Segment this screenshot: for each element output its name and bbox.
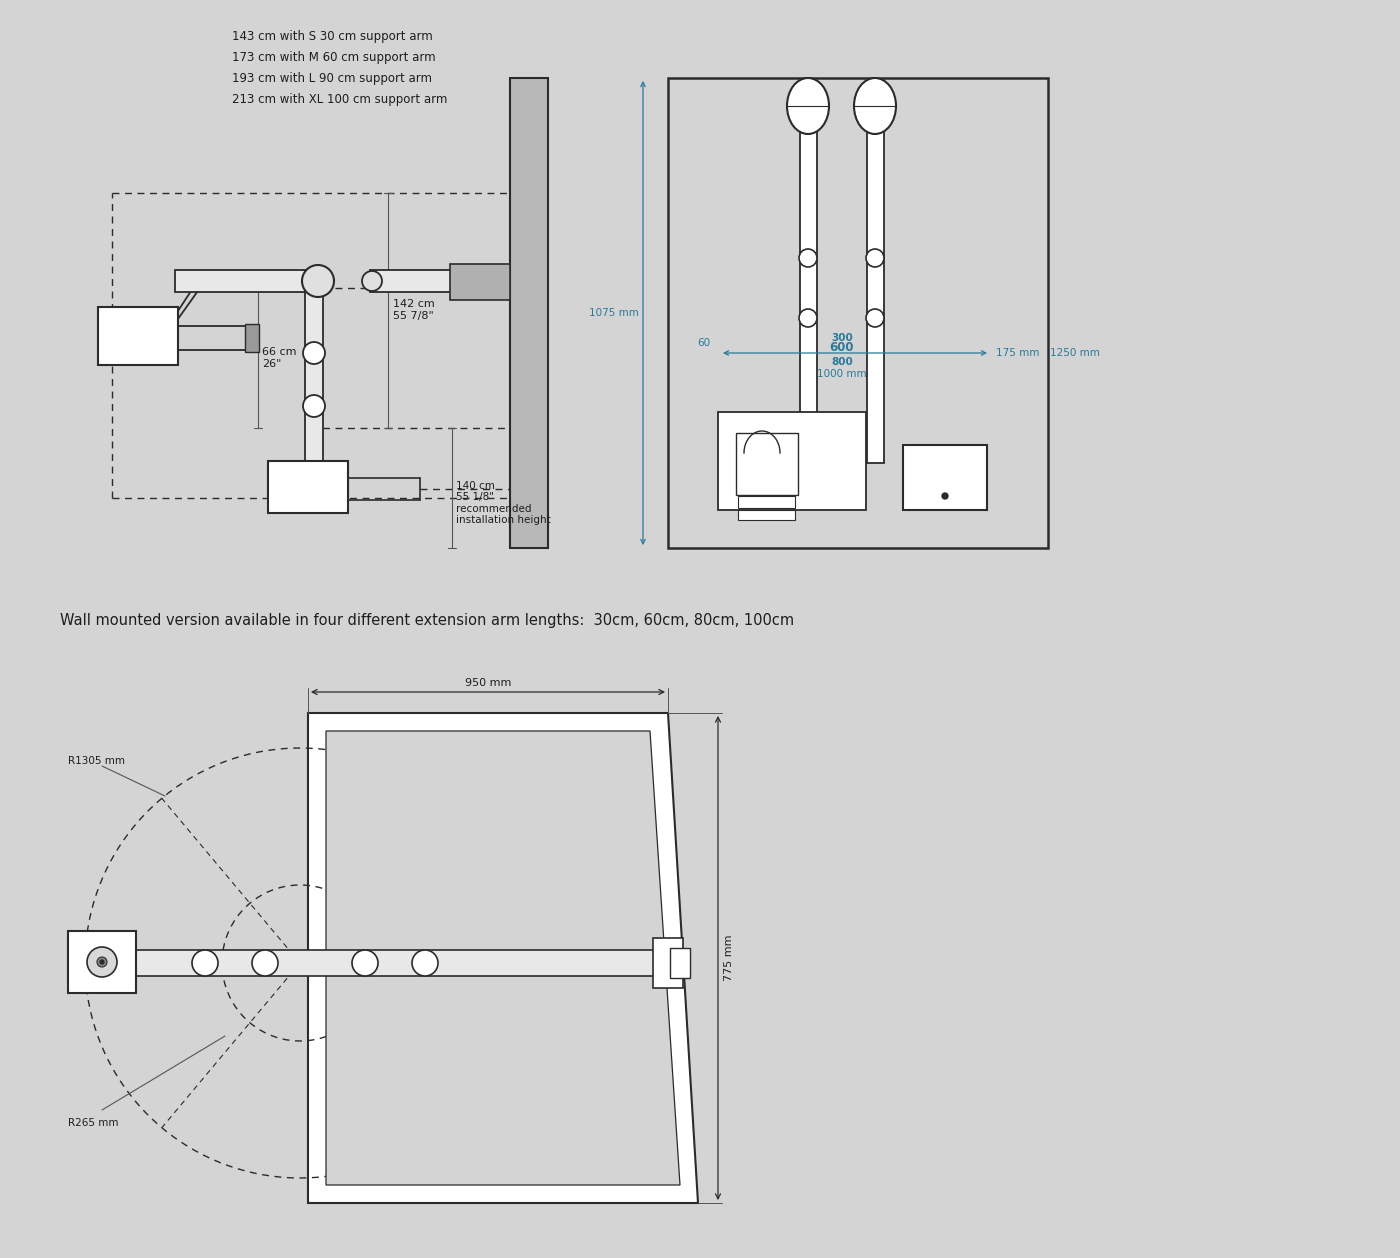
Bar	[738, 509, 795, 520]
Circle shape	[412, 950, 438, 976]
Text: 775 mm: 775 mm	[724, 935, 734, 981]
Circle shape	[99, 960, 104, 964]
Text: R265 mm: R265 mm	[69, 1118, 119, 1128]
Text: 143 cm with S 30 cm support arm: 143 cm with S 30 cm support arm	[232, 30, 433, 43]
Circle shape	[363, 270, 382, 291]
Bar	[69, 931, 136, 993]
Text: 66 cm
26": 66 cm 26"	[262, 347, 297, 369]
Polygon shape	[308, 713, 699, 1203]
Circle shape	[799, 249, 818, 267]
Bar	[245, 325, 259, 352]
Bar	[305, 288, 323, 491]
Ellipse shape	[854, 78, 896, 135]
Text: Wall mounted version available in four different extension arm lengths:  30cm, 6: Wall mounted version available in four d…	[60, 614, 794, 629]
Bar	[867, 106, 883, 463]
Circle shape	[192, 950, 218, 976]
Bar	[98, 307, 178, 365]
Circle shape	[97, 957, 106, 967]
Bar	[738, 496, 795, 508]
Text: 193 cm with L 90 cm support arm: 193 cm with L 90 cm support arm	[232, 72, 433, 86]
Polygon shape	[326, 731, 680, 1185]
Circle shape	[799, 309, 818, 327]
Bar	[175, 270, 321, 292]
Text: 173 cm with M 60 cm support arm: 173 cm with M 60 cm support arm	[232, 52, 435, 64]
Text: 60: 60	[697, 338, 710, 348]
Ellipse shape	[787, 78, 829, 135]
Bar	[736, 433, 798, 494]
Bar	[671, 949, 690, 977]
Bar	[668, 78, 1049, 548]
Text: 1250 mm: 1250 mm	[1050, 348, 1100, 359]
Text: 950 mm: 950 mm	[465, 678, 511, 688]
Bar	[125, 950, 673, 976]
Circle shape	[351, 950, 378, 976]
Circle shape	[302, 342, 325, 364]
Bar	[652, 938, 683, 988]
Circle shape	[867, 249, 883, 267]
Bar	[718, 413, 867, 509]
Circle shape	[867, 309, 883, 327]
Bar	[799, 106, 818, 463]
Bar	[267, 460, 349, 513]
Text: R1305 mm: R1305 mm	[69, 756, 125, 766]
Text: 600: 600	[830, 341, 854, 353]
Bar	[510, 78, 547, 548]
Text: 1075 mm: 1075 mm	[589, 308, 638, 318]
Text: 1000 mm: 1000 mm	[818, 369, 867, 379]
Text: 300: 300	[832, 333, 853, 343]
Bar	[903, 445, 987, 509]
Circle shape	[252, 950, 279, 976]
Bar	[370, 270, 508, 292]
Circle shape	[942, 493, 948, 499]
Circle shape	[87, 947, 118, 977]
Text: 213 cm with XL 100 cm support arm: 213 cm with XL 100 cm support arm	[232, 93, 448, 106]
Bar	[449, 264, 510, 299]
Text: 800: 800	[832, 357, 853, 367]
Text: 140 cm
55 1/8"
recommended
installation height: 140 cm 55 1/8" recommended installation …	[456, 481, 550, 526]
Text: 175 mm: 175 mm	[995, 348, 1039, 359]
Circle shape	[302, 265, 335, 297]
Circle shape	[302, 395, 325, 416]
Text: 142 cm
55 7/8": 142 cm 55 7/8"	[393, 299, 435, 321]
